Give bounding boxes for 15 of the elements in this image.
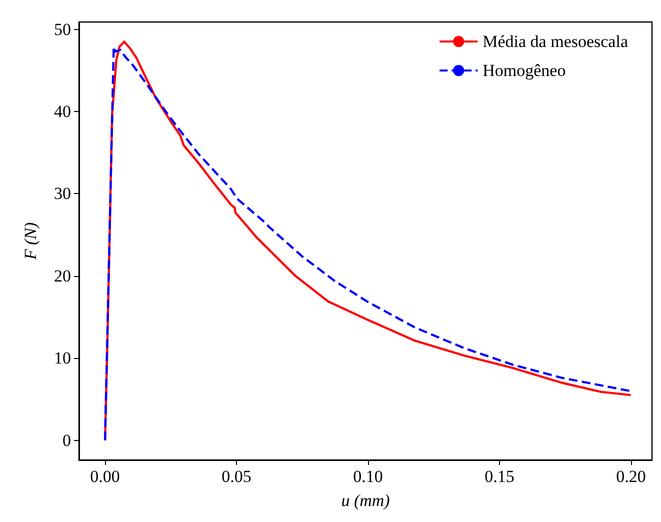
y-tick-label: 30 [54,184,71,204]
x-tick-label: 0.20 [616,467,646,486]
y-tick-label: 50 [54,20,71,39]
legend-label: Média da mesoescala [482,32,628,51]
x-axis-title: u (mm) [341,491,390,510]
x-tick-label: 0.15 [484,467,514,486]
y-tick-label: 20 [54,266,71,286]
x-tick-label: 0.10 [353,467,383,486]
y-tick-label: 10 [54,348,71,368]
legend-label: Homogêneo [482,61,566,80]
x-tick-label: 0.00 [90,467,120,486]
y-tick-label: 40 [54,102,71,122]
y-axis-title: F (N) [21,222,40,261]
x-tick-label: 0.05 [222,467,252,486]
y-tick-label: 0 [62,430,71,450]
